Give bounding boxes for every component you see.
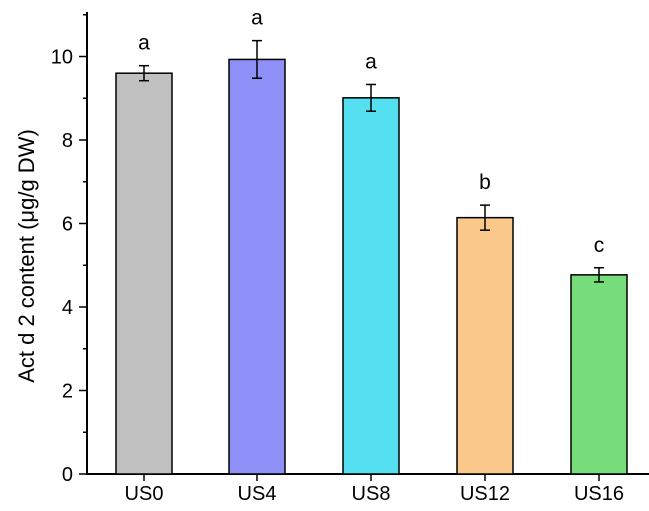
x-tick-label: US16 <box>574 483 624 505</box>
bar <box>228 58 286 475</box>
bar <box>570 274 628 475</box>
significance-label: a <box>251 7 263 30</box>
x-tick-label: US4 <box>238 483 277 505</box>
y-tick-label: 10 <box>51 47 73 69</box>
bar <box>456 216 514 475</box>
y-tick-label: 0 <box>62 464 73 486</box>
significance-label: a <box>138 32 150 55</box>
y-tick-label: 2 <box>62 381 73 403</box>
x-tick-label: US12 <box>460 483 510 505</box>
significance-label: c <box>594 234 605 257</box>
y-axis-label: Act d 2 content (μg/g DW) <box>14 129 39 383</box>
y-tick-label: 4 <box>62 297 73 319</box>
bar <box>115 72 173 475</box>
bar <box>342 97 400 475</box>
x-tick-label: US8 <box>352 483 391 505</box>
y-tick-label: 6 <box>62 214 73 236</box>
significance-label: b <box>479 171 491 194</box>
x-tick-label: US0 <box>125 483 164 505</box>
plot-area: 0 2 4 6 8 10 a US0 a US4 a US8 b US12 c US16 <box>51 7 649 505</box>
y-tick-label: 8 <box>62 130 73 152</box>
significance-label: a <box>365 50 377 73</box>
